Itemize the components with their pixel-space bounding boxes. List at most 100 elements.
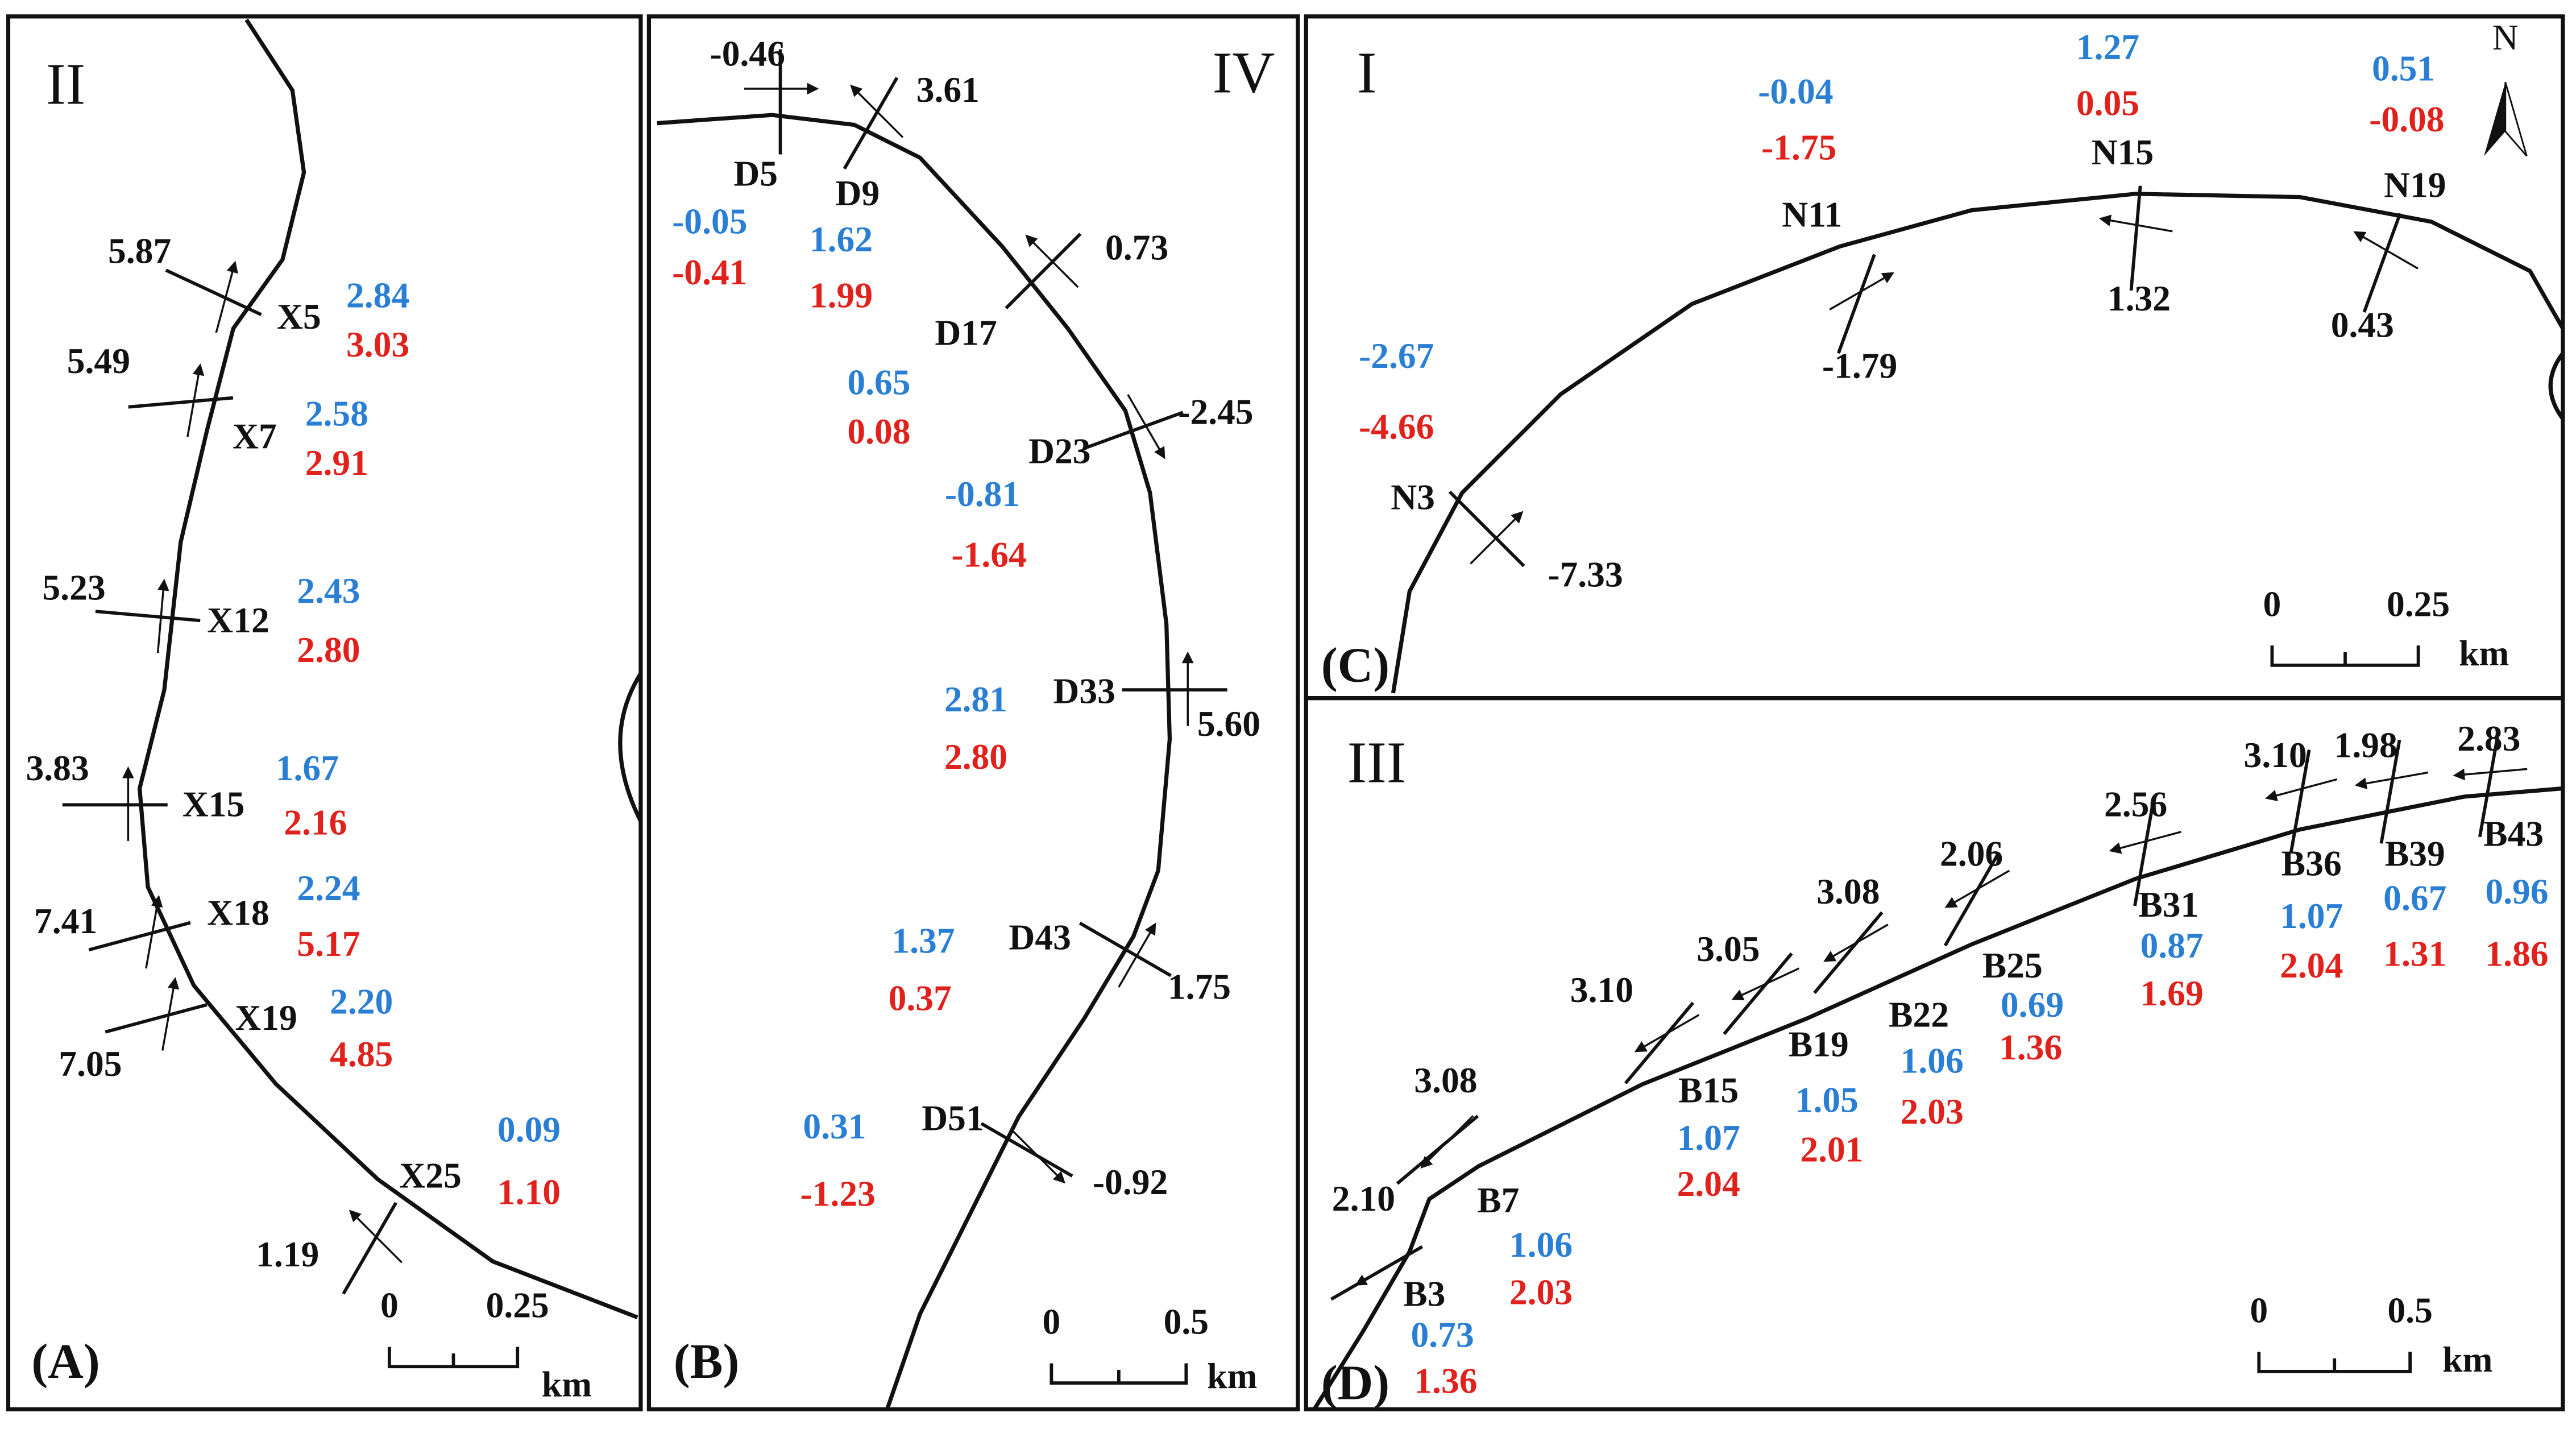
panel-frame bbox=[6, 14, 643, 1411]
transect bbox=[1813, 911, 1884, 994]
rate-blue: 1.67 bbox=[276, 748, 339, 788]
rate-blue: 1.06 bbox=[1509, 1224, 1573, 1265]
change-arrow bbox=[186, 363, 205, 437]
rate-red: 1.31 bbox=[2383, 934, 2446, 974]
transect-id: D23 bbox=[1028, 431, 1090, 471]
transect-id: B15 bbox=[1678, 1070, 1739, 1110]
rate-blue: -0.04 bbox=[1758, 71, 1833, 111]
transect-id: B22 bbox=[1889, 994, 1949, 1034]
rate-blue: 1.07 bbox=[1677, 1117, 1740, 1158]
rate-red: 2.80 bbox=[944, 736, 1007, 777]
shoreline-change: -7.33 bbox=[1548, 554, 1623, 594]
rate-blue: 0.65 bbox=[847, 362, 910, 402]
transect-id: N19 bbox=[2384, 165, 2446, 205]
shoreline-change: 3.08 bbox=[1816, 871, 1880, 912]
north-label: N bbox=[2492, 17, 2519, 57]
rate-blue: 0.51 bbox=[2372, 48, 2435, 89]
transect bbox=[2133, 802, 2155, 906]
shoreline-change: 1.19 bbox=[256, 1234, 319, 1274]
change-arrow bbox=[1127, 394, 1165, 459]
rate-blue: 0.09 bbox=[497, 1109, 561, 1150]
change-arrow bbox=[349, 1210, 403, 1264]
panel-roman: IV bbox=[1213, 40, 1275, 106]
shoreline-change: -0.46 bbox=[710, 34, 785, 74]
shoreline-change: 2.56 bbox=[2104, 784, 2167, 825]
change-arrow bbox=[1354, 1247, 1420, 1286]
rate-blue: 1.37 bbox=[891, 920, 955, 960]
scale-label: 0.25 bbox=[2387, 583, 2450, 624]
rate-red: 2.03 bbox=[1901, 1091, 1964, 1132]
change-arrow bbox=[1118, 922, 1156, 988]
transect-id: D17 bbox=[935, 313, 997, 353]
shoreline-change: 2.10 bbox=[1332, 1178, 1395, 1219]
scale-bar bbox=[2257, 1352, 2412, 1373]
rate-red: 0.05 bbox=[2076, 82, 2139, 123]
shoreline-change: 1.75 bbox=[1168, 966, 1231, 1006]
scale-label: 0 bbox=[1042, 1302, 1060, 1342]
rate-blue: 2.24 bbox=[297, 868, 360, 908]
rate-blue: 0.96 bbox=[2485, 871, 2548, 912]
shoreline-change: -2.45 bbox=[1178, 391, 1253, 432]
change-arrow bbox=[2453, 768, 2528, 781]
rate-red: 1.69 bbox=[2141, 973, 2204, 1013]
transect bbox=[95, 610, 201, 623]
transect bbox=[980, 1122, 1073, 1178]
rate-blue: 0.31 bbox=[803, 1106, 866, 1146]
shoreline-change: 0.43 bbox=[2331, 304, 2394, 345]
transect-id: N3 bbox=[1391, 477, 1435, 517]
change-arrow bbox=[1823, 923, 1889, 962]
coastline bbox=[137, 18, 638, 1319]
rate-blue: 2.81 bbox=[944, 679, 1007, 719]
change-arrow bbox=[215, 260, 238, 333]
transect-id: D9 bbox=[836, 173, 880, 213]
transect bbox=[2362, 213, 2402, 313]
panel-frame bbox=[1304, 696, 2565, 1411]
rate-red: 1.36 bbox=[1414, 1361, 1477, 1401]
shoreline-change: 3.83 bbox=[26, 748, 89, 788]
transect bbox=[128, 396, 234, 409]
change-arrow bbox=[156, 578, 169, 653]
change-arrow bbox=[1944, 869, 2010, 908]
rate-blue: 0.67 bbox=[2383, 877, 2446, 918]
change-arrow bbox=[2353, 231, 2419, 270]
rate-blue: 1.07 bbox=[2280, 896, 2343, 936]
transect-id: B19 bbox=[1789, 1024, 1849, 1064]
rate-red: 4.85 bbox=[330, 1034, 393, 1074]
change-arrow bbox=[1025, 234, 1079, 288]
transect bbox=[2289, 749, 2311, 854]
change-arrow bbox=[1011, 1130, 1065, 1184]
rate-blue: 2.20 bbox=[330, 981, 393, 1021]
transect bbox=[1836, 254, 1876, 354]
scale-label: 0.5 bbox=[1164, 1302, 1209, 1342]
rate-red: 2.91 bbox=[305, 442, 368, 483]
change-arrow bbox=[1634, 1014, 1700, 1053]
rate-red: -1.23 bbox=[800, 1173, 876, 1213]
rate-red: 2.16 bbox=[284, 802, 347, 843]
rate-red: 1.10 bbox=[497, 1171, 561, 1212]
change-arrow bbox=[2109, 831, 2181, 854]
scale-bar bbox=[2270, 645, 2420, 667]
shoreline-change: 2.83 bbox=[2457, 718, 2520, 759]
transect-id: N15 bbox=[2092, 132, 2154, 172]
transect bbox=[1624, 1001, 1695, 1084]
transect-id: B31 bbox=[2138, 884, 2198, 925]
transect bbox=[2379, 739, 2401, 844]
transect bbox=[105, 1003, 208, 1034]
transect-id: B25 bbox=[1982, 945, 2043, 985]
rate-blue: 0.87 bbox=[2141, 925, 2204, 966]
shoreline-change: 7.41 bbox=[34, 901, 97, 941]
transect-id: X7 bbox=[233, 416, 277, 457]
rate-red: 1.36 bbox=[1999, 1027, 2062, 1067]
transect bbox=[2478, 733, 2500, 838]
scale-label: 0 bbox=[2263, 583, 2282, 624]
scale-label: 0 bbox=[2250, 1290, 2268, 1330]
rate-blue: 2.58 bbox=[305, 393, 368, 433]
rate-blue: 1.06 bbox=[1901, 1040, 1964, 1080]
rate-red: 0.37 bbox=[889, 978, 952, 1018]
transect bbox=[1083, 411, 1184, 450]
scale-label: 0 bbox=[380, 1285, 399, 1326]
rate-blue: 1.05 bbox=[1795, 1080, 1859, 1120]
transect-id: D33 bbox=[1053, 670, 1115, 711]
